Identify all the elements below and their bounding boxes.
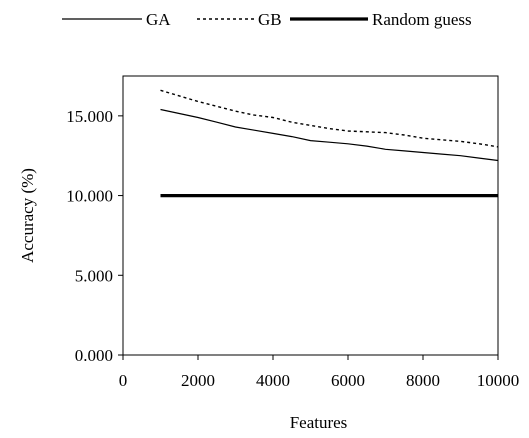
y-tick-label: 0.000 [75,346,113,365]
x-tick-label: 2000 [181,371,215,390]
legend-label: GA [146,10,171,29]
x-tick-label: 8000 [406,371,440,390]
legend-label: GB [258,10,282,29]
x-axis-label: Features [290,413,348,432]
x-tick-label: 4000 [256,371,290,390]
series-line-gb [160,89,499,148]
x-tick-label: 10000 [477,371,520,390]
axes: 0.000 5.000 10.000 15.000 0 2000 4000 6000 8000 1… [18,75,520,432]
series-line-ga [160,108,499,162]
plot-frame [122,75,499,356]
x-tick-label: 6000 [331,371,365,390]
y-tick-label: 15.000 [66,107,113,126]
y-tick-label: 10.000 [66,187,113,206]
legend-label: Random guess [372,10,472,29]
y-axis-label: Accuracy (%) [18,168,37,263]
y-tick-label: 5.000 [75,266,113,285]
plot-area [160,89,499,198]
x-tick-label: 0 [119,371,128,390]
legend: GA GB Random guess [62,10,472,29]
